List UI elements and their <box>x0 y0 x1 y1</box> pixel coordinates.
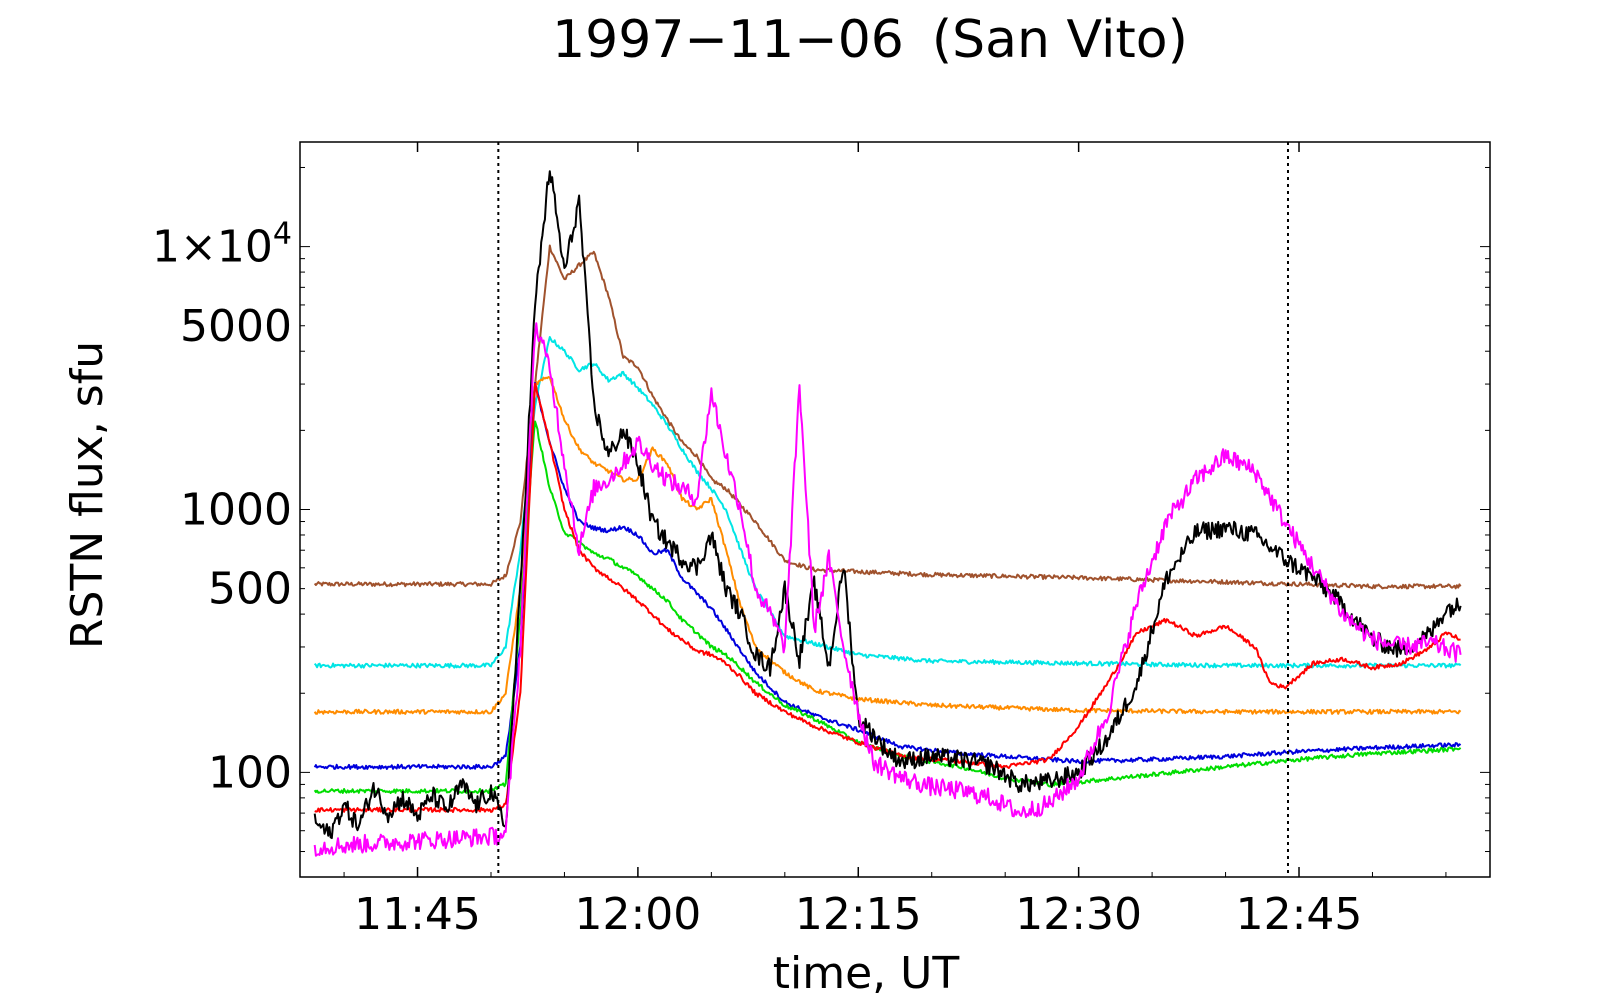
x-tick-label: 12:30 <box>1015 889 1142 940</box>
y-tick-label: 1×104 <box>152 217 292 273</box>
x-axis-label: time, UT <box>773 948 960 999</box>
series-line-3 <box>313 376 1462 715</box>
axis-ticks: 11:45 12:00 12:15 12:30 12:45 100 500 1000 5000 1… <box>152 142 1490 940</box>
y-axis-label: RSTN flux, sfu <box>62 341 113 649</box>
x-tick-label: 12:45 <box>1236 889 1363 940</box>
y-tick-label: 1000 <box>180 485 292 536</box>
series-line-5 <box>313 420 1462 794</box>
x-tick-label: 12:15 <box>795 889 922 940</box>
series-line-8 <box>313 322 1462 857</box>
chart-title-date: 1997−11−06 <box>552 10 904 70</box>
x-tick-label: 11:45 <box>354 889 481 940</box>
plot-area <box>299 141 1491 878</box>
y-tick-label-base: 500 <box>208 564 292 615</box>
y-tick-label-base: 1000 <box>180 485 292 536</box>
y-tick-label-base: 5000 <box>180 301 292 352</box>
chart-title-station: (San Vito) <box>932 10 1188 70</box>
y-tick-label: 5000 <box>180 301 292 352</box>
y-tick-label-base: 100 <box>208 747 292 798</box>
series-line-4 <box>313 381 1462 770</box>
x-tick-label: 12:00 <box>574 889 701 940</box>
y-tick-label-base: 1×10 <box>152 222 273 273</box>
series-group <box>313 170 1462 857</box>
chart-title: 1997−11−06 (San Vito) <box>552 10 1188 70</box>
y-tick-label: 500 <box>208 564 292 615</box>
y-tick-label: 100 <box>208 747 292 798</box>
series-line-1 <box>313 244 1462 590</box>
y-tick-label-exponent: 4 <box>273 217 292 252</box>
series-line-2 <box>313 336 1462 669</box>
